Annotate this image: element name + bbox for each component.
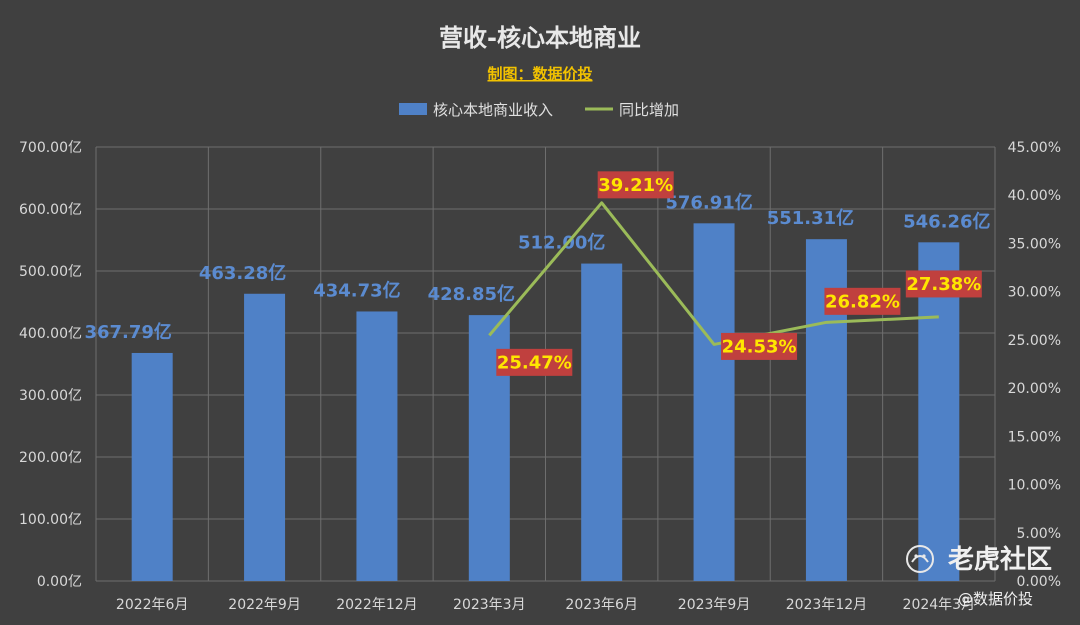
y2-tick-label: 45.00% [1008,140,1061,156]
y-tick-label: 600.00亿 [19,202,82,218]
bar-data-label: 463.28亿 [199,262,286,284]
y-tick-label: 300.00亿 [19,388,82,404]
x-tick-label: 2023年9月 [678,597,751,613]
bar [918,242,960,582]
bar [131,352,173,581]
y2-tick-label: 40.00% [1008,188,1061,204]
bar-data-label: 434.73亿 [313,279,400,301]
bar-data-label: 512.00亿 [518,232,605,254]
y-tick-label: 100.00亿 [19,512,82,528]
bar [581,263,623,581]
watermark-brand: 老虎社区 [948,544,1052,575]
line-data-label: 24.53% [721,332,798,360]
bar-data-label: 576.91亿 [665,191,752,213]
line-series [488,201,939,346]
watermark-handle: @数据价投 [958,590,1033,608]
line-label-text: 39.21% [598,175,673,196]
series-line [488,201,939,346]
legend-bar-swatch [399,103,427,115]
line-data-label: 25.47% [496,348,573,376]
line-label-text: 27.38% [906,274,981,295]
legend: 核心本地商业收入 同比增加 [399,101,679,119]
y2-tick-label: 30.00% [1008,285,1061,301]
line-data-label: 26.82% [824,287,901,315]
y-tick-label: 700.00亿 [19,140,82,156]
line-data-label: 39.21% [597,171,674,199]
x-tick-label: 2023年6月 [565,597,638,613]
line-label-box [824,287,901,315]
x-tick-label: 2022年12月 [336,597,417,613]
y2-tick-label: 25.00% [1008,333,1061,349]
line-label-text: 24.53% [722,336,797,357]
y-tick-label: 500.00亿 [19,264,82,280]
line-label-text: 26.82% [825,291,900,312]
x-tick-label: 2023年3月 [453,597,526,613]
y2-tick-label: 20.00% [1008,381,1061,397]
line-label-box [721,332,798,360]
bar [244,293,286,581]
bar-data-labels: 367.79亿 463.28亿 434.73亿 428.85亿 512.00亿 576.9… [84,191,990,343]
bar-series [131,223,960,582]
line-label-box [496,348,573,376]
line-label-box [597,171,674,199]
line-data-label: 27.38% [905,270,982,298]
left-axis-ticks: 0.00亿 100.00亿 200.00亿 300.00亿 400.00亿 500.00亿… [19,140,82,590]
legend-line-label: 同比增加 [619,101,679,119]
line-label-text: 25.47% [497,352,572,373]
bar-data-label: 551.31亿 [767,207,854,229]
y-tick-label: 400.00亿 [19,326,82,342]
bar-data-label: 367.79亿 [84,321,171,343]
x-tick-label: 2022年6月 [116,597,189,613]
x-axis-ticks: 2022年6月 2022年9月 2022年12月 2023年3月 2023年6月 2023… [116,597,975,613]
right-axis-ticks: 0.00% 5.00% 10.00% 15.00% 20.00% 25.00% 30.00%… [1008,140,1061,590]
bar-data-label: 428.85亿 [428,283,515,305]
y2-tick-label: 35.00% [1008,236,1061,252]
y-tick-label: 0.00亿 [37,574,82,590]
y2-tick-label: 10.00% [1008,478,1061,494]
bar [693,223,735,581]
legend-bar-label: 核心本地商业收入 [433,101,553,119]
chart-subtitle: 制图：数据价投 [487,65,592,83]
y2-tick-label: 0.00% [1017,574,1061,590]
line-data-labels: 25.47% 39.21% 24.53% 26.82% 27.38% [496,171,982,376]
line-label-box [905,270,982,298]
x-tick-label: 2024年3月 [903,597,976,613]
y2-tick-label: 15.00% [1008,429,1061,445]
watermark: 老虎社区 @数据价投 [906,544,1052,608]
bar-data-label: 546.26亿 [903,210,990,232]
y2-tick-label: 5.00% [1017,526,1061,542]
y-tick-label: 200.00亿 [19,450,82,466]
bar [356,311,398,581]
x-tick-label: 2022年9月 [228,597,301,613]
tiger-logo-icon [906,545,934,573]
x-tick-label: 2023年12月 [786,597,867,613]
chart-title: 营收-核心本地商业 [439,24,641,52]
